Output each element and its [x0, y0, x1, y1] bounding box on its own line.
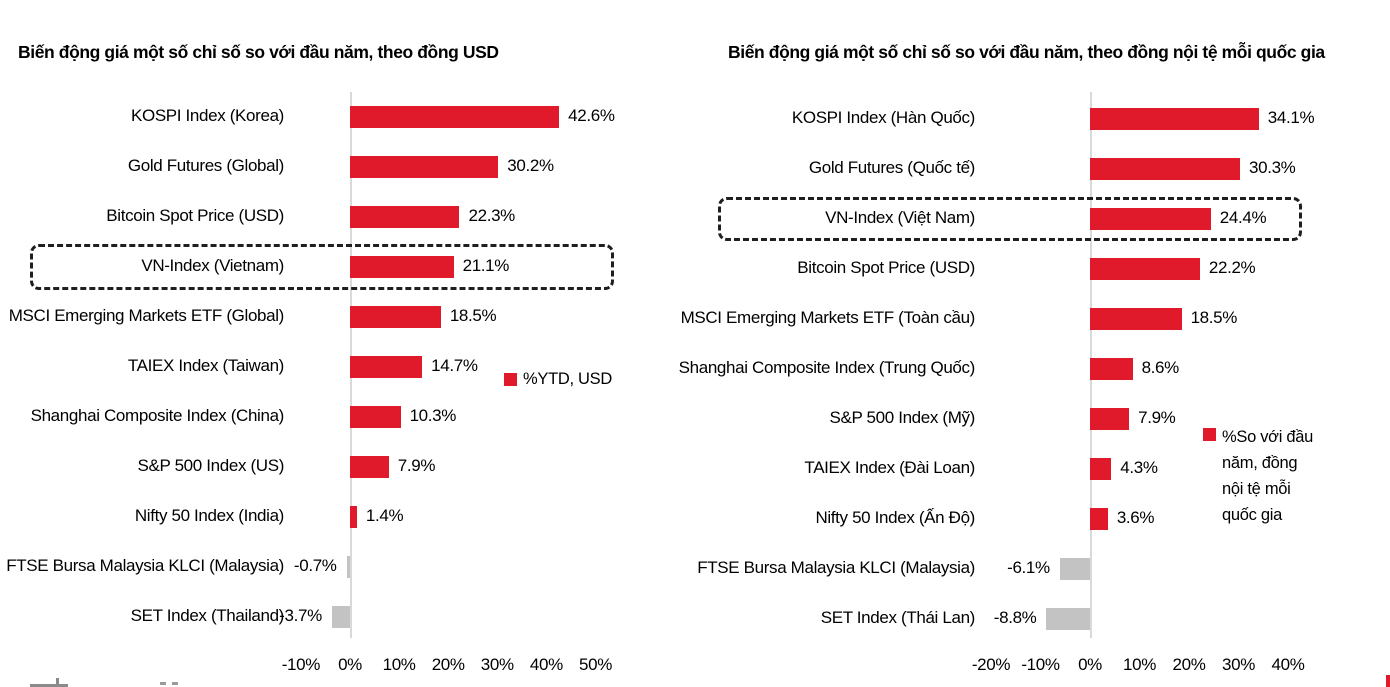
legend-swatch-icon: [1203, 428, 1216, 441]
bar: [346, 556, 350, 578]
bar: [350, 456, 389, 478]
bar: [1090, 308, 1182, 330]
value-label: -6.1%: [1007, 558, 1050, 577]
x-tick-label: 10%: [382, 655, 416, 674]
bar: [350, 406, 401, 428]
value-label: 30.2%: [507, 156, 554, 175]
x-tick-label: -20%: [971, 655, 1011, 674]
bar: [1046, 608, 1090, 630]
bar: [1090, 258, 1200, 280]
value-label: 1.4%: [365, 506, 404, 525]
value-label: 34.1%: [1267, 108, 1315, 127]
value-label: 18.5%: [1190, 308, 1238, 327]
category-label: S&P 500 Index (US): [137, 456, 285, 475]
bar: [350, 256, 454, 278]
value-label: 30.3%: [1248, 158, 1296, 177]
category-label: SET Index (Thái Lan): [820, 608, 976, 627]
category-label: Shanghai Composite Index (Trung Quốc): [678, 358, 976, 377]
bar: [331, 606, 350, 628]
bar: [1090, 108, 1259, 130]
highlight-box: [718, 197, 1302, 241]
bar: [1059, 558, 1090, 580]
bar: [350, 306, 441, 328]
x-tick-label: 30%: [1222, 655, 1255, 674]
x-tick-label: -10%: [281, 655, 321, 674]
value-label: 4.3%: [1120, 458, 1158, 477]
bar: [350, 206, 460, 228]
value-label: 10.3%: [409, 406, 457, 425]
x-tick-label: 20%: [1172, 655, 1206, 674]
x-tick-label: 10%: [1123, 655, 1156, 674]
cutoff-text-fragment: [160, 682, 166, 685]
value-label: 21.1%: [462, 256, 510, 275]
category-label: Nifty 50 Index (India): [134, 506, 285, 525]
value-label: 3.6%: [1116, 508, 1155, 527]
cutoff-text-fragment: [30, 684, 68, 687]
legend-swatch-icon: [504, 373, 517, 386]
value-label: -0.7%: [293, 556, 337, 575]
highlight-box: [30, 244, 614, 290]
bar: [1090, 158, 1240, 180]
value-label: 22.2%: [1208, 258, 1256, 277]
value-label: 7.9%: [1138, 408, 1176, 427]
x-tick-label: 40%: [1271, 655, 1305, 674]
bar: [350, 106, 560, 128]
chart-title: Biến động giá một số chỉ số so với đầu n…: [18, 42, 499, 62]
legend: %YTD, USD: [504, 369, 612, 389]
value-label: 14.7%: [431, 356, 478, 375]
category-label: VN-Index (Vietnam): [141, 256, 284, 275]
value-label: 18.5%: [449, 306, 497, 325]
value-label: -3.7%: [279, 606, 322, 625]
category-label: MSCI Emerging Markets ETF (Global): [8, 306, 285, 325]
chart-title: Biến động giá một số chỉ số so với đầu n…: [728, 42, 1325, 62]
bar: [1090, 208, 1211, 230]
clipped-red-element: [1386, 675, 1390, 687]
category-label: Bitcoin Spot Price (USD): [797, 258, 975, 277]
value-label: 8.6%: [1141, 358, 1180, 377]
category-label: TAIEX Index (Taiwan): [127, 356, 284, 375]
cutoff-text-fragment: [56, 678, 59, 684]
bar: [1090, 458, 1112, 480]
value-label: -8.8%: [993, 608, 1037, 627]
bar: [350, 506, 357, 528]
legend-label: %So với đầu năm, đồng nội tệ mỗi quốc gi…: [1222, 428, 1313, 524]
bar: [350, 356, 423, 378]
x-tick-label: 40%: [529, 655, 563, 674]
legend: %So với đầu năm, đồng nội tệ mỗi quốc gi…: [1203, 424, 1322, 528]
cutoff-text-fragment: [172, 682, 178, 685]
value-label: 42.6%: [568, 106, 615, 125]
x-tick-label: 20%: [431, 655, 465, 674]
category-label: SET Index (Thailand): [130, 606, 285, 625]
category-label: Gold Futures (Global): [127, 156, 284, 175]
bar: [1090, 358, 1133, 380]
value-label: 24.4%: [1219, 208, 1267, 227]
category-label: Gold Futures (Quốc tế): [808, 158, 976, 177]
x-tick-label: -10%: [1021, 655, 1060, 674]
category-label: Shanghai Composite Index (China): [30, 406, 285, 425]
category-label: TAIEX Index (Đài Loan): [804, 458, 975, 477]
legend-label: %YTD, USD: [523, 370, 612, 388]
x-tick-label: 0%: [338, 655, 362, 674]
category-label: KOSPI Index (Korea): [130, 106, 284, 125]
category-label: FTSE Bursa Malaysia KLCI (Malaysia): [6, 556, 284, 575]
value-label: 22.3%: [468, 206, 515, 225]
x-tick-label: 50%: [579, 655, 612, 674]
category-label: VN-Index (Việt Nam): [825, 208, 975, 227]
category-label: Nifty 50 Index (Ấn Độ): [815, 508, 975, 527]
category-label: KOSPI Index (Hàn Quốc): [791, 108, 976, 127]
category-label: MSCI Emerging Markets ETF (Toàn cầu): [680, 308, 976, 327]
bar: [1090, 508, 1108, 530]
bar: [350, 156, 499, 178]
category-label: FTSE Bursa Malaysia KLCI (Malaysia): [697, 558, 975, 577]
value-label: 7.9%: [397, 456, 436, 475]
x-tick-label: 30%: [480, 655, 514, 674]
x-tick-label: 0%: [1078, 655, 1102, 674]
category-label: S&P 500 Index (Mỹ): [829, 408, 975, 427]
bar: [1090, 408, 1130, 430]
category-label: Bitcoin Spot Price (USD): [106, 206, 284, 225]
